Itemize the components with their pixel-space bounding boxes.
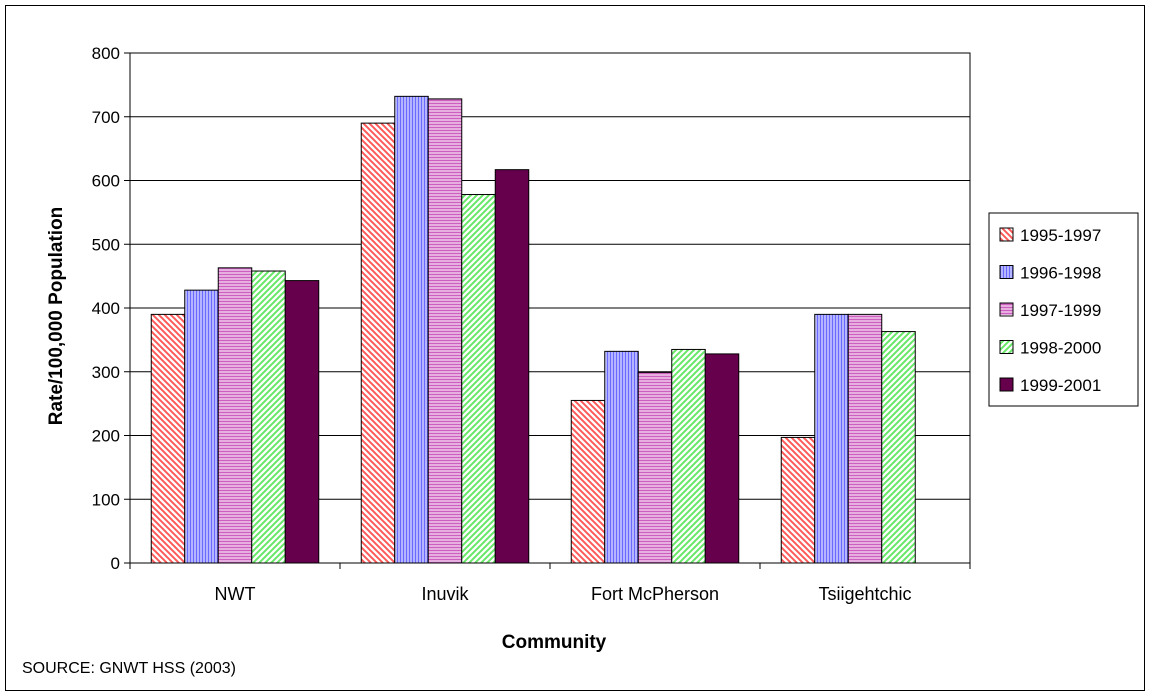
bar-1996-1998 bbox=[184, 289, 219, 564]
bar-1997-1999 bbox=[427, 98, 463, 564]
y-tick-label: 700 bbox=[92, 108, 120, 127]
bar-1999-2001 bbox=[704, 353, 740, 564]
y-tick-labels: 0 100 200 300 400 500 600 700 800 bbox=[92, 44, 120, 573]
y-tick-label: 400 bbox=[92, 299, 120, 318]
x-tick-label: Tsiigehtchic bbox=[818, 584, 911, 604]
legend-label: 1998-2000 bbox=[1020, 339, 1101, 358]
bar-1999-2001 bbox=[284, 280, 320, 564]
x-axis-label: Community bbox=[502, 632, 607, 653]
bars bbox=[150, 95, 916, 564]
y-tick-label: 100 bbox=[92, 490, 120, 509]
legend: 1995-1997 1996-1998 1997-1999 1998-2000 1999… bbox=[988, 212, 1139, 407]
x-tick-label: Inuvik bbox=[421, 584, 469, 604]
x-tick-label: Fort McPherson bbox=[591, 584, 719, 604]
bar-1998-2000 bbox=[461, 194, 496, 564]
bar-1996-1998 bbox=[394, 95, 429, 564]
chart-frame bbox=[5, 5, 1145, 691]
bar-1999-2001 bbox=[494, 169, 530, 564]
x-tick-labels: NWT Inuvik Fort McPherson Tsiigehtchic bbox=[215, 584, 912, 604]
legend-swatch bbox=[999, 340, 1014, 354]
bar-1997-1999 bbox=[637, 371, 673, 564]
y-tick-label: 600 bbox=[92, 172, 120, 191]
axes bbox=[124, 52, 971, 569]
y-tick-label: 300 bbox=[92, 363, 120, 382]
legend-label: 1995-1997 bbox=[1020, 226, 1101, 245]
legend-box bbox=[988, 212, 1139, 407]
legend-swatch bbox=[999, 265, 1014, 279]
y-tick-label: 500 bbox=[92, 235, 120, 254]
bar-1995-1997 bbox=[570, 399, 606, 564]
legend-swatch bbox=[999, 377, 1014, 392]
bar-1995-1997 bbox=[150, 313, 186, 564]
source-note: SOURCE: GNWT HSS (2003) bbox=[22, 660, 236, 677]
bar-1995-1997 bbox=[360, 122, 396, 564]
y-tick-label: 800 bbox=[92, 44, 120, 63]
legend-label: 1999-2001 bbox=[1020, 376, 1101, 395]
y-axis-label: Rate/100,000 Population bbox=[46, 207, 67, 426]
legend-swatch bbox=[999, 227, 1014, 242]
bar-1996-1998 bbox=[814, 313, 849, 564]
legend-swatch bbox=[999, 302, 1014, 317]
bar-1997-1999 bbox=[847, 313, 883, 564]
y-tick-label: 0 bbox=[111, 554, 120, 573]
y-tick-label: 200 bbox=[92, 427, 120, 446]
bar-1998-2000 bbox=[671, 348, 706, 564]
bar-1998-2000 bbox=[881, 331, 916, 564]
legend-label: 1997-1999 bbox=[1020, 301, 1101, 320]
x-tick-label: NWT bbox=[215, 584, 256, 604]
bar-1995-1997 bbox=[780, 436, 816, 564]
legend-label: 1996-1998 bbox=[1020, 264, 1101, 283]
bar-1997-1999 bbox=[217, 267, 253, 564]
bar-1998-2000 bbox=[251, 270, 286, 564]
bar-1996-1998 bbox=[604, 350, 639, 564]
